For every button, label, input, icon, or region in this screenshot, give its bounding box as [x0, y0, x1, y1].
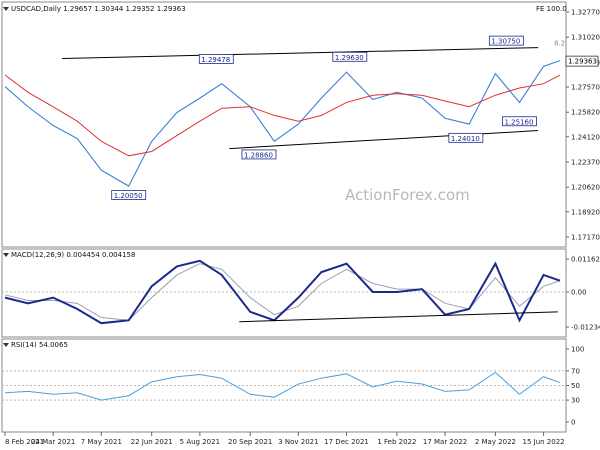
price-y-tick-label: 1.22370 — [571, 159, 600, 167]
macd-y-tick-label: 0.00 — [571, 288, 587, 296]
x-tick-label: 15 Jun 2022 — [523, 438, 565, 446]
trendline — [229, 130, 539, 150]
x-tick-label: 17 Mar 2022 — [423, 438, 467, 446]
macd-y-tick-label: 0.011629 — [571, 256, 600, 264]
x-tick-label: 20 Sep 2021 — [228, 438, 272, 446]
ma-series — [4, 74, 561, 157]
dropdown-arrow-icon[interactable] — [3, 7, 9, 11]
rsi-series — [4, 371, 561, 401]
macd-label: MACD(12,26,9) 0.004454 0.004158 — [11, 251, 136, 259]
x-tick-label: 1 Feb 2022 — [377, 438, 416, 446]
annotation-label: 1.20050 — [114, 192, 143, 200]
rsi-dropdown-icon[interactable] — [3, 343, 9, 347]
rsi-y-tick-label: 50 — [571, 382, 580, 390]
price-y-tick-label: 1.24120 — [571, 133, 600, 141]
annotation-box — [198, 54, 234, 64]
annotation-label: 1.30750 — [491, 38, 520, 46]
macd-y-tick-label: -0.012348 — [571, 324, 600, 332]
macd-signal-series — [4, 263, 561, 321]
x-tick-label: 8 Feb 2021 — [5, 438, 44, 446]
price-y-tick-label: 1.20620 — [571, 184, 600, 192]
x-tick-label: 5 Aug 2021 — [180, 438, 220, 446]
x-tick-label: 24 Mar 2021 — [31, 438, 75, 446]
price-series — [4, 60, 561, 187]
price-y-tick-label: 1.17170 — [571, 234, 600, 242]
annotation-label: 1.29630 — [335, 54, 364, 62]
annotation-box — [332, 51, 368, 62]
x-tick-label: 2 May 2022 — [475, 438, 516, 446]
x-tick-label: 7 May 2021 — [81, 438, 122, 446]
annotation-box — [502, 116, 537, 127]
price-y-tick-label: 1.18920 — [571, 208, 600, 216]
x-tick-label: 17 Dec 2021 — [324, 438, 369, 446]
price-y-tick-label: 1.27570 — [571, 84, 600, 92]
price-y-tick-label: 1.31020 — [571, 34, 600, 42]
annotation-box — [111, 190, 147, 200]
fe-marker-label: 8.2 — [554, 39, 565, 47]
macd-dropdown-icon[interactable] — [3, 253, 9, 257]
symbol-header: USDCAD,Daily 1.29657 1.30344 1.29352 1.2… — [11, 5, 186, 13]
trendline — [61, 47, 539, 59]
annotation-box — [448, 132, 484, 143]
rsi-y-tick-label: 100 — [571, 346, 584, 354]
price-y-tick-label: 1.32770 — [571, 9, 600, 17]
x-tick-label: 22 Jun 2021 — [131, 438, 173, 446]
rsi-y-tick-label: 0 — [571, 419, 575, 427]
watermark-text: ActionForex.com — [345, 186, 470, 204]
price-y-tick-label: 1.25820 — [571, 109, 600, 117]
price-panel-frame — [1, 1, 567, 248]
macd-series — [4, 259, 561, 325]
current-price-label: 1.29363 — [568, 58, 597, 66]
annotation-label: 1.25160 — [504, 118, 533, 126]
rsi-y-tick-label: 30 — [571, 397, 580, 405]
x-tick-label: 3 Nov 2021 — [278, 438, 318, 446]
annotation-label: 1.29478 — [201, 56, 230, 64]
rsi-y-tick-label: 70 — [571, 367, 580, 375]
macd-panel-frame — [1, 248, 567, 338]
current-price-box — [565, 55, 599, 67]
rsi-label: RSI(14) 54.0065 — [11, 341, 68, 349]
annotation-label: 1.28860 — [244, 151, 273, 159]
annotation-box — [488, 35, 524, 46]
annotation-box — [241, 149, 277, 160]
fe-indicator-tag: FE 100.0 — [536, 5, 567, 13]
macd-trendline — [239, 311, 558, 323]
annotation-label: 1.24010 — [451, 135, 480, 143]
